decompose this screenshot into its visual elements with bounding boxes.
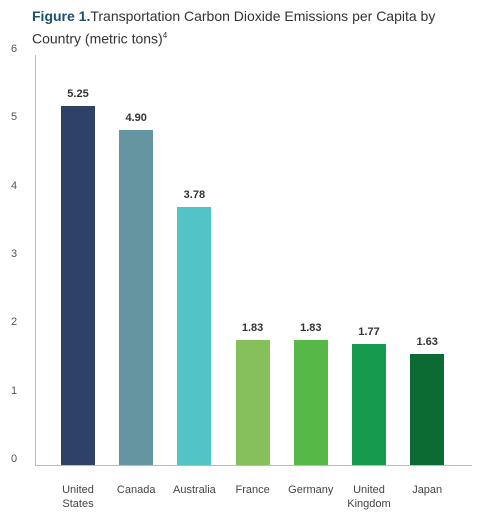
x-tick-label: United States bbox=[62, 484, 94, 510]
bar bbox=[177, 206, 212, 465]
value-label: 1.83 bbox=[241, 321, 264, 334]
y-tick-label: 3 bbox=[10, 248, 18, 260]
x-tick-label: Australia bbox=[172, 484, 216, 496]
y-axis-line bbox=[35, 55, 36, 465]
x-tick-label: Japan bbox=[412, 484, 443, 496]
figure-label: Figure 1. bbox=[32, 8, 91, 24]
value-label: 1.83 bbox=[300, 321, 322, 334]
x-tick-label: United Kingdom bbox=[347, 484, 391, 510]
bar bbox=[119, 130, 154, 465]
x-tick-label: Germany bbox=[288, 484, 334, 496]
y-tick-label: 2 bbox=[10, 316, 18, 329]
x-axis-line bbox=[35, 465, 472, 466]
y-tick-label: 6 bbox=[10, 43, 18, 55]
bar bbox=[410, 353, 445, 465]
y-tick-label: 4 bbox=[10, 179, 18, 192]
value-label: 5.25 bbox=[67, 88, 89, 101]
value-label: 4.90 bbox=[125, 112, 147, 125]
bar bbox=[61, 106, 95, 465]
value-label: 3.78 bbox=[183, 188, 206, 201]
y-tick-label: 1 bbox=[10, 384, 18, 397]
title-footnote: 4 bbox=[162, 31, 168, 40]
x-tick-label: France bbox=[235, 484, 270, 496]
value-label: 1.77 bbox=[358, 326, 380, 339]
y-tick-label: 5 bbox=[10, 111, 18, 124]
bar bbox=[352, 344, 386, 465]
bar bbox=[235, 339, 270, 465]
chart-title: Transportation Carbon Dioxide Emissions … bbox=[32, 8, 436, 47]
x-tick-label: Canada bbox=[116, 484, 156, 496]
value-label: 1.63 bbox=[416, 335, 438, 348]
chart-title-block: Figure 1.Transportation Carbon Dioxide E… bbox=[32, 6, 472, 49]
y-tick-label: 0 bbox=[10, 453, 18, 465]
bar bbox=[293, 339, 328, 465]
